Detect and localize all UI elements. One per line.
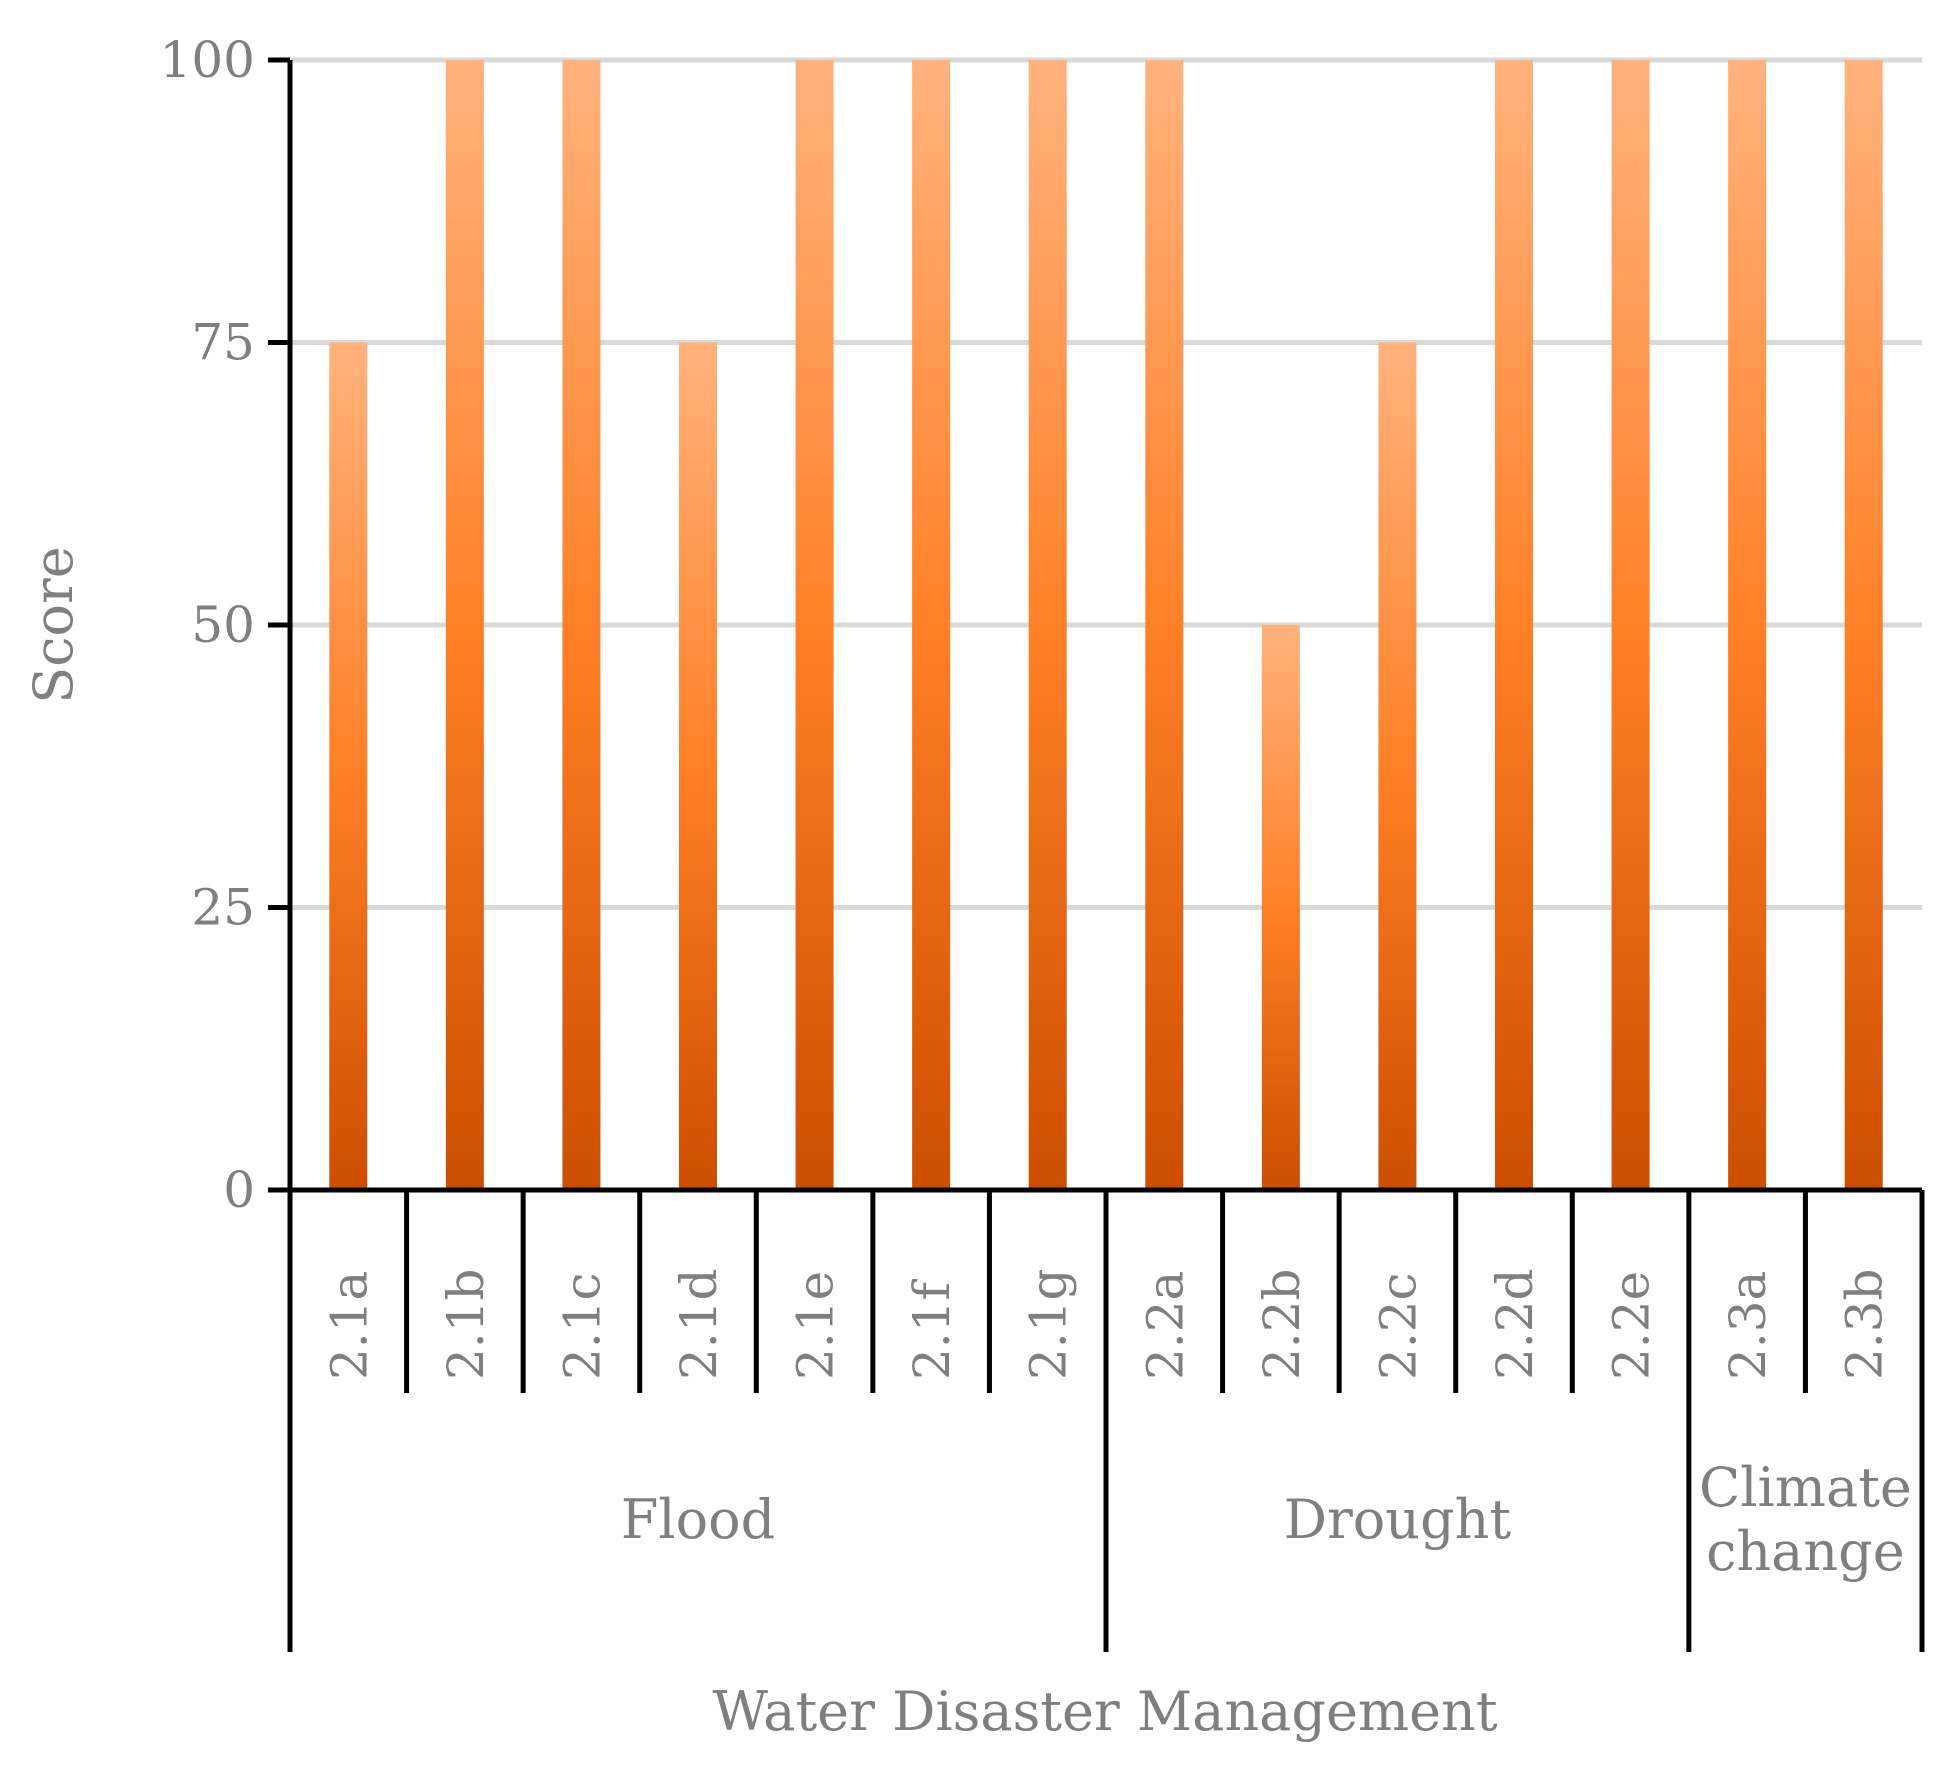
- bar: [912, 60, 951, 1190]
- bars: [329, 60, 1883, 1190]
- bar: [329, 342, 368, 1190]
- bar: [562, 60, 601, 1190]
- y-tick-label: 75: [191, 314, 255, 372]
- axes: [268, 57, 1925, 1652]
- x-tick-label: 2.1a: [320, 1271, 378, 1380]
- group-label: Flood: [621, 1488, 775, 1551]
- group-label: change: [1706, 1520, 1905, 1583]
- y-tick-label: 25: [191, 879, 255, 937]
- bar: [445, 60, 484, 1190]
- y-tick-label: 0: [223, 1161, 255, 1219]
- x-tick-label: 2.1f: [903, 1278, 961, 1380]
- x-tick-label: 2.2a: [1136, 1271, 1194, 1380]
- x-tick-label: 2.1g: [1020, 1268, 1078, 1380]
- y-axis-title: Score: [22, 546, 85, 704]
- y-tick-label: 50: [191, 596, 255, 654]
- labels: 0 25 50 75 100 2.1a 2.1b 2.1c 2.1d 2.1e 2.1f 2.1g 2.…: [160, 31, 1912, 1583]
- bar: [795, 60, 834, 1190]
- bar: [1495, 60, 1533, 1190]
- group-label: Climate: [1699, 1456, 1912, 1519]
- x-tick-label: 2.2b: [1253, 1268, 1311, 1380]
- bar: [679, 342, 717, 1190]
- y-tick-label: 100: [160, 31, 255, 89]
- bar: [1378, 342, 1417, 1190]
- bar: [1145, 60, 1184, 1190]
- x-tick-label: 2.1b: [437, 1268, 495, 1380]
- x-tick-label: 2.2c: [1369, 1272, 1427, 1380]
- bar: [1028, 60, 1067, 1190]
- group-label: Drought: [1284, 1488, 1512, 1551]
- x-tick-label: 2.3b: [1836, 1268, 1894, 1380]
- x-tick-label: 2.1c: [553, 1272, 611, 1380]
- x-axis-title: Water Disaster Management: [712, 1680, 1497, 1743]
- gridlines: [290, 57, 1922, 910]
- bar: [1261, 625, 1300, 1190]
- x-tick-label: 2.1e: [787, 1271, 845, 1380]
- x-tick-label: 2.2e: [1603, 1271, 1661, 1380]
- x-tick-label: 2.1d: [670, 1268, 728, 1380]
- x-tick-label: 2.2d: [1486, 1268, 1544, 1380]
- x-tick-label: 2.3a: [1719, 1271, 1777, 1380]
- bar: [1611, 60, 1650, 1190]
- bar: [1844, 60, 1883, 1190]
- bar: [1728, 60, 1767, 1190]
